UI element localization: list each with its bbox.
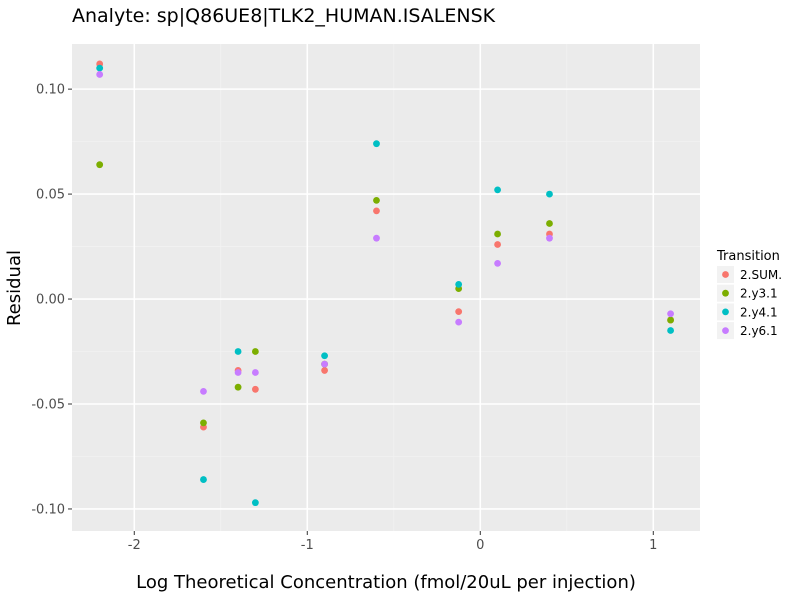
point-2-y6-1: [546, 234, 553, 242]
x-tick-label: 0: [476, 538, 484, 553]
point-2-y3-1: [200, 419, 207, 427]
point-2-y6-1: [251, 369, 259, 376]
legend-swatch: [722, 289, 729, 297]
legend-swatch: [722, 327, 729, 334]
point-2-y4-1: [234, 348, 242, 355]
y-tick-label: 0.00: [36, 293, 65, 308]
point-2-y3-1: [494, 230, 501, 238]
y-axis-title: Residual: [4, 250, 25, 326]
x-tick-label: 1: [649, 538, 657, 553]
point-2-y4-1: [546, 190, 553, 198]
plot-panel: [72, 44, 700, 531]
legend-label: 2.y3.1: [740, 287, 778, 301]
x-tick-label: -2: [128, 538, 141, 553]
point-2-y3-1: [667, 316, 674, 324]
point-2-y6-1: [234, 369, 242, 376]
point-2-sum: [251, 385, 259, 393]
point-2-sum: [373, 207, 380, 215]
legend: Transition 2.SUM. 2.y3.1 2.y4.1 2.y6.1: [716, 249, 782, 340]
point-2-y3-1: [251, 348, 259, 355]
point-2-y4-1: [96, 64, 104, 72]
x-axis-ticks: -2 -1 0 1: [128, 531, 657, 553]
legend-swatch: [722, 308, 729, 316]
grid-major: [72, 44, 700, 531]
point-2-sum: [494, 241, 501, 248]
point-2-y6-1: [96, 71, 104, 78]
y-tick-label: -0.10: [31, 502, 65, 517]
y-tick-label: -0.05: [31, 398, 65, 413]
legend-label: 2.y6.1: [740, 324, 778, 338]
x-tick-label: -1: [301, 538, 314, 553]
legend-label: 2.SUM.: [740, 268, 782, 282]
y-tick-label: 0.05: [36, 188, 65, 203]
point-2-y3-1: [96, 161, 104, 169]
point-2-sum: [455, 308, 463, 316]
legend-title: Transition: [716, 249, 780, 264]
legend-swatch: [722, 271, 729, 278]
data-points: [96, 60, 674, 507]
point-2-y4-1: [373, 140, 380, 148]
point-2-y6-1: [494, 259, 501, 267]
y-tick-label: 0.10: [36, 83, 65, 98]
point-2-sum: [321, 367, 328, 374]
point-2-y4-1: [455, 280, 463, 288]
point-2-y4-1: [667, 327, 674, 334]
grid-minor: [72, 44, 700, 531]
point-2-y3-1: [546, 220, 553, 227]
chart-title: Analyte: sp|Q86UE8|TLK2_HUMAN.ISALENSK: [72, 5, 496, 27]
x-axis-title: Log Theoretical Concentration (fmol/20uL…: [136, 572, 636, 593]
legend-label: 2.y4.1: [740, 305, 778, 319]
point-2-y4-1: [321, 352, 328, 360]
point-2-y6-1: [321, 360, 328, 368]
point-2-y6-1: [667, 310, 674, 318]
y-axis-ticks: -0.10 -0.05 0.00 0.05 0.10: [31, 83, 72, 517]
point-2-y6-1: [373, 234, 380, 242]
point-2-y6-1: [200, 388, 207, 395]
point-2-y3-1: [234, 383, 242, 391]
legend-items: 2.SUM. 2.y3.1 2.y4.1 2.y6.1: [717, 266, 782, 340]
point-2-y3-1: [373, 196, 380, 204]
point-2-y4-1: [200, 476, 207, 483]
point-2-y4-1: [494, 186, 501, 194]
point-2-y6-1: [455, 318, 463, 326]
point-2-y4-1: [251, 499, 259, 507]
